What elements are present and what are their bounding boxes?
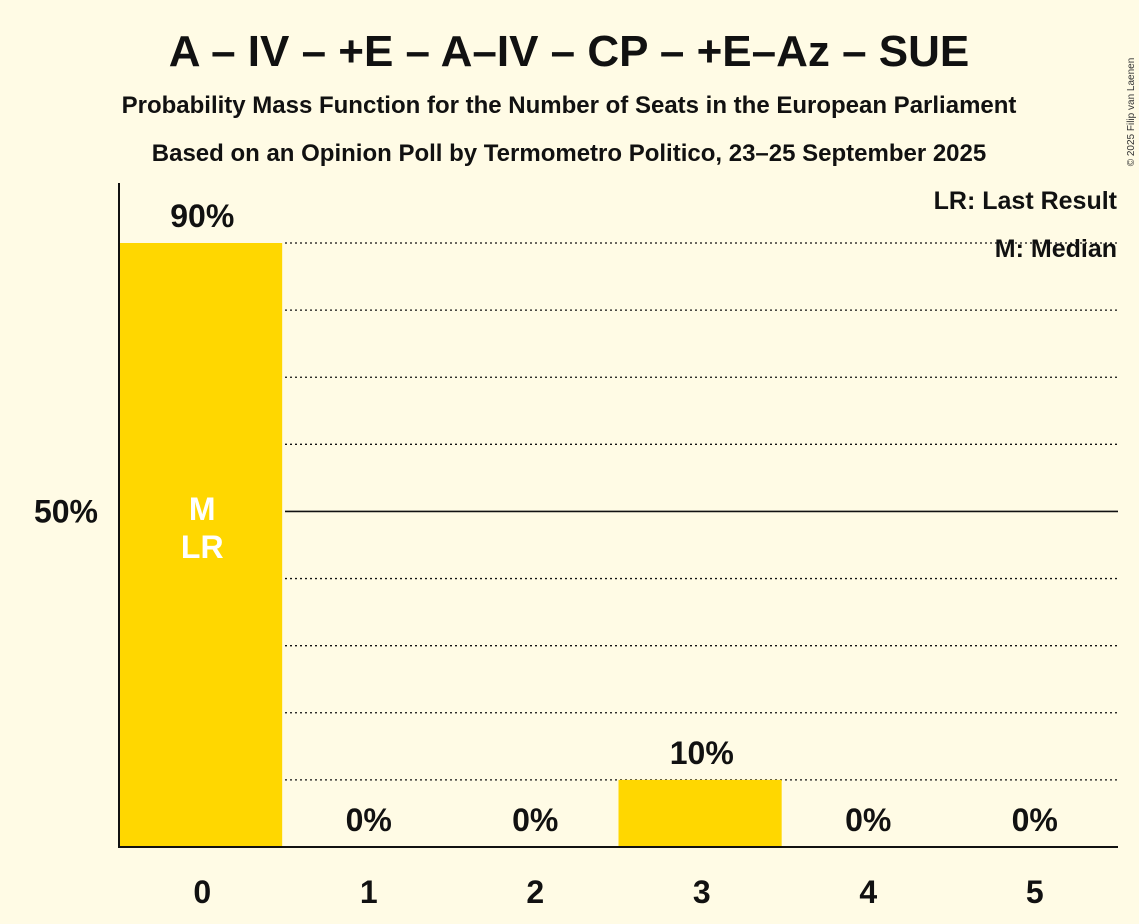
chart-subtitle: Probability Mass Function for the Number… bbox=[122, 92, 1017, 119]
x-tick-label-2: 2 bbox=[526, 874, 544, 910]
bar-value-label-5: 0% bbox=[1012, 802, 1058, 838]
bar-value-label-3: 10% bbox=[670, 735, 734, 771]
copyright-notice: © 2025 Filip van Laenen bbox=[1126, 58, 1137, 167]
bar-seats-3 bbox=[618, 779, 782, 847]
bars bbox=[119, 243, 782, 847]
bar-value-label-2: 0% bbox=[512, 802, 558, 838]
bar-seats-0 bbox=[119, 243, 283, 847]
bar-value-label-1: 0% bbox=[346, 802, 392, 838]
chart-source: Based on an Opinion Poll by Termometro P… bbox=[152, 140, 986, 167]
bar-value-label-4: 0% bbox=[845, 802, 891, 838]
x-tick-label-3: 3 bbox=[693, 874, 711, 910]
last-result-marker: LR bbox=[181, 529, 224, 565]
x-tick-label-5: 5 bbox=[1026, 874, 1044, 910]
axes bbox=[118, 183, 1118, 848]
median-marker: M bbox=[189, 491, 216, 527]
legend-median: M: Median bbox=[995, 235, 1117, 263]
x-tick-label-4: 4 bbox=[859, 874, 877, 910]
chart-title: A – IV – +E – A–IV – CP – +E–Az – SUE bbox=[169, 27, 970, 76]
bar-value-label-0: 90% bbox=[170, 198, 234, 234]
legend-last-result: LR: Last Result bbox=[934, 187, 1118, 215]
y-tick-label: 50% bbox=[34, 493, 98, 529]
x-tick-label-1: 1 bbox=[360, 874, 378, 910]
x-tick-label-0: 0 bbox=[193, 874, 211, 910]
gridlines bbox=[285, 242, 1118, 781]
